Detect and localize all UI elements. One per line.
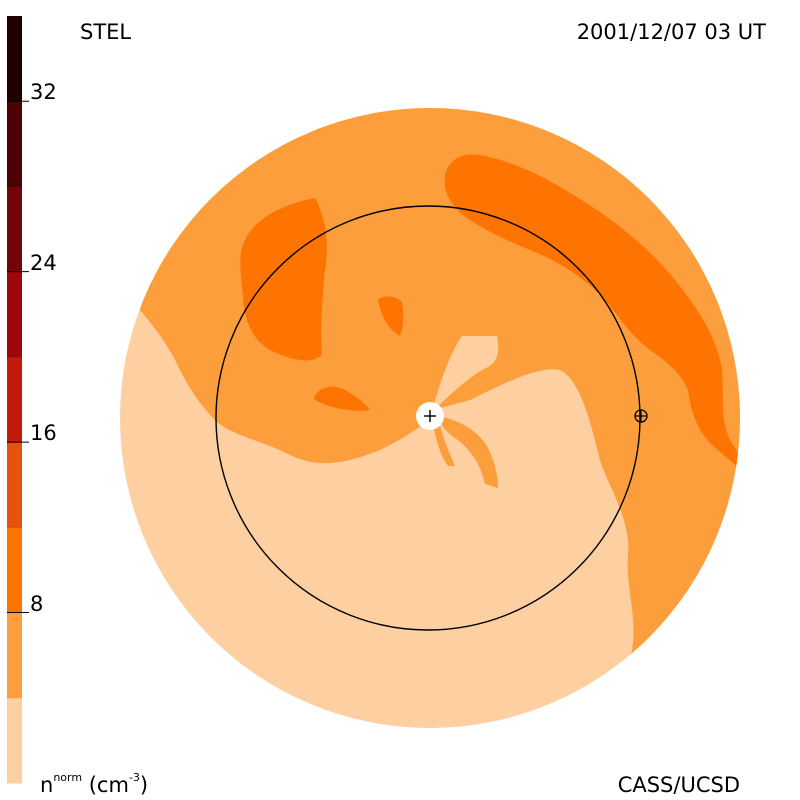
dense-region-upper-left [240, 198, 327, 361]
dense-region-speck [378, 296, 404, 336]
units-base: n [40, 773, 54, 797]
units-exponent: -3 [128, 771, 140, 784]
colorbar-units-label: nnorm (cm-3) [40, 772, 149, 797]
colorbar-tick-label: 24 [30, 250, 57, 275]
colorbar-band [7, 697, 22, 784]
density-disk [120, 108, 740, 728]
colorbar [7, 16, 29, 784]
colorbar-tick-label: 32 [30, 80, 57, 105]
units-paren-open: (cm [82, 773, 129, 797]
colorbar-band [7, 101, 22, 187]
colorbar-tick-label: 16 [30, 421, 57, 446]
colorbar-band [7, 16, 22, 102]
light-wedge-region [432, 336, 499, 412]
colorbar-band [7, 527, 22, 614]
units-superscript: norm [53, 771, 83, 784]
medium-streak-left [432, 418, 455, 466]
earth-icon [634, 409, 648, 423]
colorbar-band [7, 442, 22, 528]
dense-region-band [444, 154, 740, 470]
timestamp-label: 2001/12/07 03 UT [576, 20, 766, 44]
earth-orbit-circle [215, 205, 641, 631]
source-label: STEL [80, 20, 132, 44]
colorbar-band [7, 186, 22, 273]
colorbar-tick-label: 8 [30, 591, 44, 616]
sun-marker [416, 402, 444, 430]
units-paren-close: ) [139, 773, 149, 797]
colorbar-band [7, 612, 22, 699]
dense-region-small [314, 386, 370, 411]
colorbar-band [7, 271, 22, 358]
credit-label: CASS/UCSD [617, 773, 740, 797]
colorbar-band [7, 356, 22, 443]
medium-streak-region [438, 416, 498, 488]
